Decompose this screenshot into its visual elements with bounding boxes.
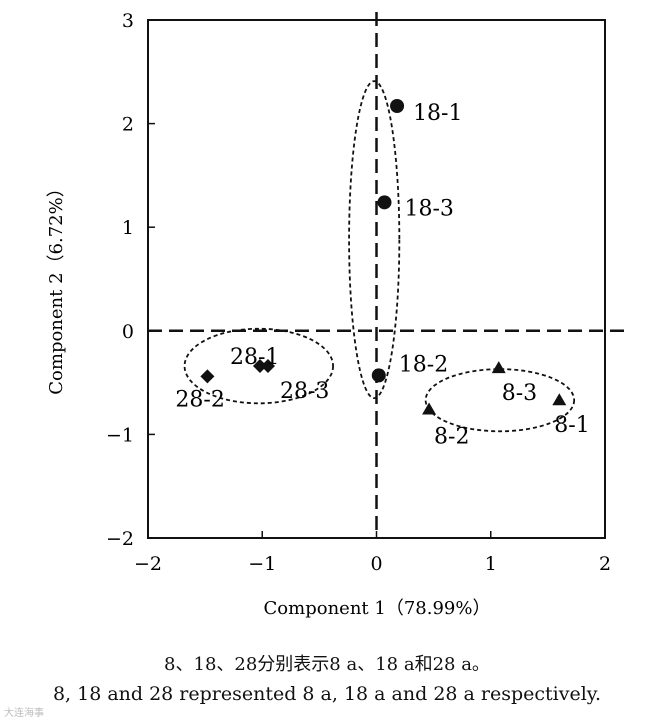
y-tick-label: 0	[122, 321, 134, 343]
group-ellipse	[183, 327, 334, 405]
point-label: 8-2	[434, 425, 469, 450]
y-tick-label: −2	[106, 528, 134, 550]
point-triangle-marker	[552, 393, 567, 406]
y-axis-title: Component 2（6.72%）	[46, 179, 67, 394]
caption-chinese: 8、18、28分别表示8 a、18 a和28 a。	[164, 654, 490, 675]
point-diamond-marker	[252, 359, 267, 374]
point-circle-marker	[371, 368, 386, 383]
point-label: 18-2	[399, 352, 448, 377]
point-label: 8-3	[502, 381, 537, 406]
point-triangle-marker	[491, 361, 506, 374]
point-label: 18-3	[404, 196, 453, 221]
x-tick-label: −1	[248, 553, 276, 575]
x-tick-label: 0	[370, 553, 382, 575]
x-tick-label: 2	[599, 553, 611, 575]
x-tick-label: 1	[485, 553, 497, 575]
point-label: 28-3	[280, 379, 329, 404]
point-triangle-marker	[422, 402, 437, 415]
point-diamond-marker	[200, 369, 215, 384]
point-label: 28-1	[230, 345, 279, 370]
point-label: 18-1	[413, 101, 462, 126]
point-circle-marker	[377, 195, 392, 210]
y-tick-label: 1	[122, 217, 134, 239]
x-axis-title: Component 1（78.99%）	[264, 598, 491, 619]
point-circle-marker	[390, 98, 405, 113]
point-label: 8-1	[554, 413, 589, 438]
group-ellipse	[348, 80, 401, 400]
watermark-logo: 大连海事	[4, 708, 44, 719]
pca-scatter-chart: −2 −1 0 1 2 −2 −1 0 1 2 3 8-1 8-2 8-3 18-1 18-2 18-3 28-…	[46, 10, 630, 619]
y-tick-label: −1	[106, 424, 134, 446]
y-tick-label: 2	[122, 114, 134, 136]
point-label: 28-2	[175, 387, 224, 412]
caption-english: 8, 18 and 28 represented 8 a, 18 a and 2…	[52, 683, 602, 705]
y-tick-label: 3	[122, 10, 134, 32]
group-ellipse	[424, 368, 576, 433]
x-tick-label: −2	[134, 553, 162, 575]
point-diamond-marker	[260, 359, 275, 374]
